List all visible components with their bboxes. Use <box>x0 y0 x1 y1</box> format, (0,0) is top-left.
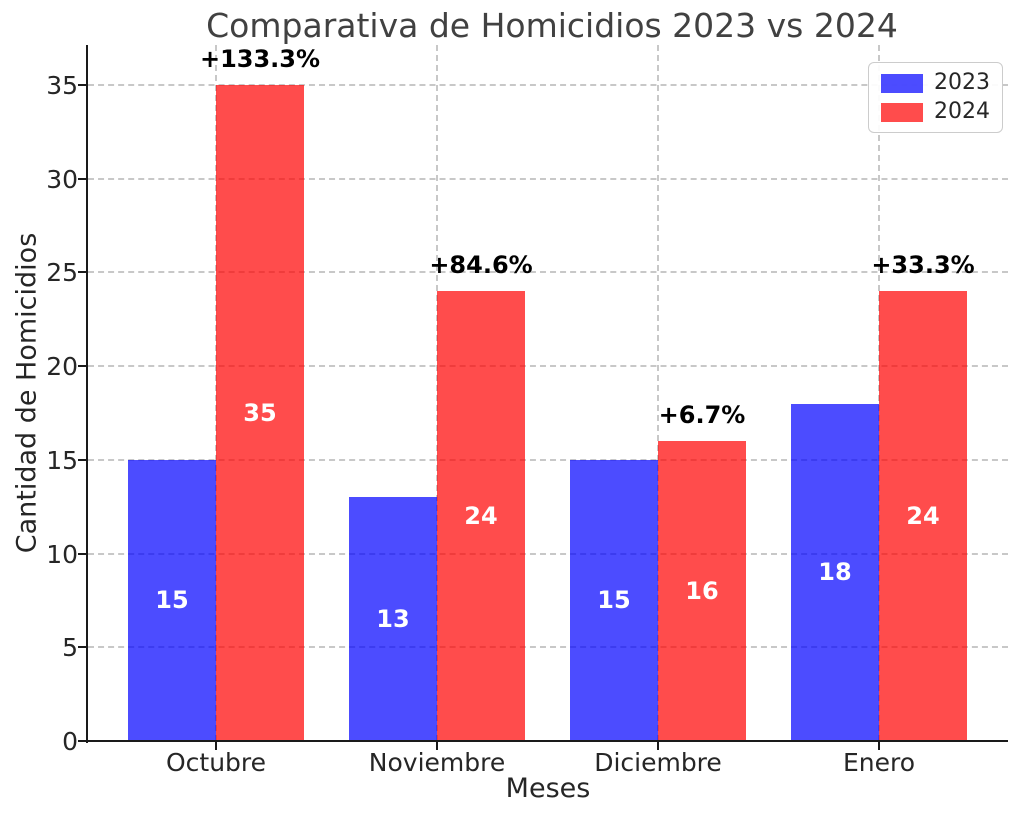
y-tick-mark <box>78 458 86 461</box>
y-tick-mark <box>78 740 86 742</box>
pct-change-annotation: +33.3% <box>871 251 975 280</box>
x-tick-label-diciembre: Diciembre <box>594 748 722 777</box>
gridline-horizontal <box>88 458 1008 461</box>
y-axis-label: Cantidad de Homicidios <box>11 232 43 554</box>
y-tick-label: 25 <box>46 258 78 288</box>
bar-value-label: 24 <box>906 502 940 531</box>
y-tick-label: 35 <box>46 70 78 100</box>
legend-label: 2023 <box>934 70 990 95</box>
bar-value-label: 16 <box>685 577 719 606</box>
bar-2023-enero <box>791 403 879 741</box>
y-tick-mark <box>78 177 86 180</box>
legend: 2023 2024 <box>868 62 1003 133</box>
pct-change-annotation: +6.7% <box>658 401 746 430</box>
x-tick-label-octubre: Octubre <box>165 748 267 777</box>
bar-2024-diciembre <box>658 441 746 741</box>
legend-swatch-2024 <box>881 102 923 122</box>
x-tick-mark <box>657 742 659 750</box>
y-tick-label: 0 <box>62 727 78 756</box>
gridline-horizontal <box>88 271 1008 274</box>
legend-label: 2024 <box>934 99 990 124</box>
x-tick-label-enero: Enero <box>842 748 916 777</box>
bar-2023-diciembre <box>570 459 658 741</box>
bar-2024-enero <box>879 291 967 741</box>
gridline-horizontal <box>88 177 1008 180</box>
bar-value-label: 15 <box>155 586 189 615</box>
gridline-horizontal <box>88 646 1008 649</box>
gridline-horizontal <box>88 365 1008 368</box>
y-tick-label: 30 <box>46 164 78 194</box>
y-tick-mark <box>78 552 86 555</box>
x-tick-mark <box>878 742 880 750</box>
bar-value-label: 15 <box>597 586 631 615</box>
x-tick-mark <box>436 742 438 750</box>
bar-2023-octubre <box>128 459 216 741</box>
y-axis-spine <box>86 45 88 743</box>
pct-change-annotation: +133.3% <box>199 44 321 73</box>
bar-value-label: 18 <box>818 558 852 587</box>
gridline-vertical <box>657 45 659 741</box>
chart-title: Comparativa de Homicidios 2023 vs 2024 <box>206 6 898 45</box>
y-tick-mark <box>78 365 86 368</box>
y-tick-label: 15 <box>46 445 78 475</box>
y-tick-label: 5 <box>62 633 78 663</box>
legend-item-2023: 2023 <box>881 72 990 94</box>
bar-value-label: 13 <box>376 605 410 634</box>
x-tick-mark <box>215 742 217 750</box>
bar-2023-noviembre <box>349 497 437 741</box>
gridline-horizontal <box>88 83 1008 86</box>
y-tick-label: 10 <box>46 539 78 569</box>
bar-2024-noviembre <box>437 291 525 741</box>
legend-swatch-2023 <box>881 73 923 93</box>
bar-value-label: 35 <box>243 398 277 427</box>
legend-item-2024: 2024 <box>881 101 990 123</box>
bar-value-label: 24 <box>464 502 498 531</box>
gridline-horizontal <box>88 552 1008 555</box>
y-tick-label: 20 <box>46 352 78 382</box>
bar-2024-octubre <box>216 84 304 741</box>
x-axis-label: Meses <box>505 773 591 804</box>
y-tick-mark <box>78 83 86 86</box>
pct-change-annotation: +84.6% <box>429 251 533 280</box>
y-tick-mark <box>78 271 86 274</box>
x-axis-spine <box>86 740 1008 742</box>
x-tick-label-noviembre: Noviembre <box>368 748 506 777</box>
y-tick-mark <box>78 646 86 649</box>
